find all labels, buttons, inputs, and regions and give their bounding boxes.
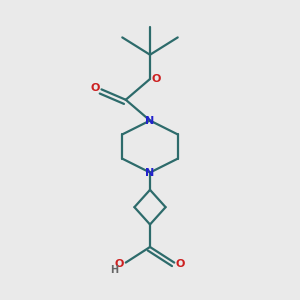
Text: O: O xyxy=(152,74,161,84)
Text: O: O xyxy=(114,259,124,269)
Text: N: N xyxy=(146,116,154,126)
Text: O: O xyxy=(176,259,185,269)
Text: N: N xyxy=(146,167,154,178)
Text: O: O xyxy=(91,82,100,93)
Text: H: H xyxy=(111,265,119,275)
